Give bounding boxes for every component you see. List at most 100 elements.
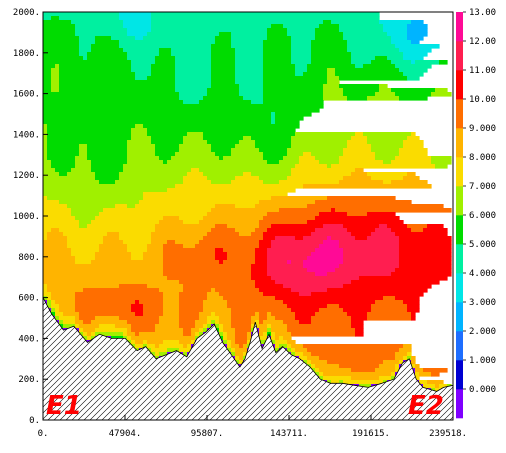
contour-cell <box>75 292 164 297</box>
contour-cell <box>187 172 204 177</box>
contour-cell <box>383 360 400 365</box>
contour-cell <box>43 40 80 45</box>
contour-cell <box>163 300 180 305</box>
contour-cell <box>99 212 208 217</box>
colorbar-label: 13.00 <box>469 8 496 18</box>
contour-cell <box>275 120 300 125</box>
contour-cell <box>247 340 252 345</box>
contour-cell <box>215 312 232 317</box>
contour-cell <box>235 52 264 57</box>
contour-cell <box>51 304 60 309</box>
contour-cell <box>327 76 340 81</box>
contour-cell <box>415 368 424 373</box>
contour-cell <box>271 116 276 121</box>
contour-cell <box>375 152 400 157</box>
annotation-e2: E2 <box>408 391 444 421</box>
contour-cell <box>211 56 236 61</box>
contour-cell <box>75 164 92 169</box>
contour-cell <box>267 260 288 265</box>
contour-cell <box>291 168 356 173</box>
contour-cell <box>287 176 344 181</box>
contour-cell <box>271 240 324 245</box>
contour-cell <box>151 68 176 73</box>
contour-cell <box>255 260 268 265</box>
contour-cell <box>143 340 148 345</box>
contour-cell <box>203 308 232 313</box>
y-tick-label: 200. <box>18 375 40 385</box>
contour-cell <box>43 292 52 297</box>
contour-cell <box>235 228 256 233</box>
contour-cell <box>411 356 416 361</box>
contour-cell <box>79 220 92 225</box>
contour-cell <box>123 332 128 337</box>
contour-cell <box>135 76 148 81</box>
contour-cell <box>251 320 256 325</box>
contour-cell <box>207 88 240 93</box>
contour-cell <box>403 52 428 57</box>
contour-cell <box>63 232 108 237</box>
contour-cell <box>127 204 136 209</box>
contour-cell <box>439 384 448 389</box>
contour-cell <box>163 256 216 261</box>
contour-cell <box>371 144 404 149</box>
contour-cell <box>43 240 68 245</box>
contour-cell <box>263 40 292 45</box>
contour-cell <box>43 92 180 97</box>
contour-cell <box>203 132 296 137</box>
contour-cell <box>207 212 268 217</box>
contour-cell <box>307 256 344 261</box>
contour-cell <box>43 196 48 201</box>
contour-cell <box>175 64 212 69</box>
contour-cell <box>195 244 260 249</box>
contour-cell <box>43 232 48 237</box>
contour-cell <box>75 28 128 33</box>
contour-cell <box>307 360 312 365</box>
contour-cell <box>423 368 448 373</box>
contour-cell <box>163 160 168 165</box>
colorbar-swatch <box>456 215 463 245</box>
contour-cell <box>371 176 404 181</box>
contour-cell <box>287 324 352 329</box>
colorbar-label: 3.000 <box>469 298 496 308</box>
contour-cell <box>215 252 228 257</box>
contour-cell <box>127 148 156 153</box>
contour-cell <box>79 316 96 321</box>
contour-cell <box>47 284 120 289</box>
contour-cell <box>291 36 316 41</box>
contour-cell <box>267 312 272 317</box>
contour-cell <box>383 24 408 29</box>
contour-cell <box>315 216 400 221</box>
contour-cell <box>47 124 136 129</box>
contour-cell <box>295 68 308 73</box>
contour-cell <box>127 332 136 337</box>
contour-cell <box>431 92 452 97</box>
contour-cell <box>343 308 372 313</box>
contour-cell <box>243 136 252 141</box>
contour-cell <box>119 16 152 21</box>
contour-cell <box>91 160 128 165</box>
contour-cell <box>95 172 120 177</box>
contour-cell <box>191 340 196 345</box>
contour-cell <box>367 212 396 217</box>
contour-cell <box>243 352 248 357</box>
contour-cell <box>107 232 120 237</box>
contour-cell <box>291 332 356 337</box>
contour-cell <box>147 244 164 249</box>
contour-cell <box>395 356 404 361</box>
contour-cell <box>139 300 164 305</box>
contour-cell <box>331 208 336 213</box>
colorbar-label: 8.000 <box>469 153 496 163</box>
contour-cell <box>43 112 272 117</box>
contour-cell <box>255 280 276 285</box>
contour-cell <box>123 48 160 53</box>
contour-cell <box>391 160 432 165</box>
contour-cell <box>375 300 404 305</box>
contour-cell <box>43 200 60 205</box>
contour-cell <box>43 76 52 81</box>
contour-cell <box>167 188 296 193</box>
contour-cell <box>311 364 316 369</box>
contour-cell <box>79 332 84 337</box>
contour-cell <box>43 160 52 165</box>
contour-cell <box>95 40 120 45</box>
